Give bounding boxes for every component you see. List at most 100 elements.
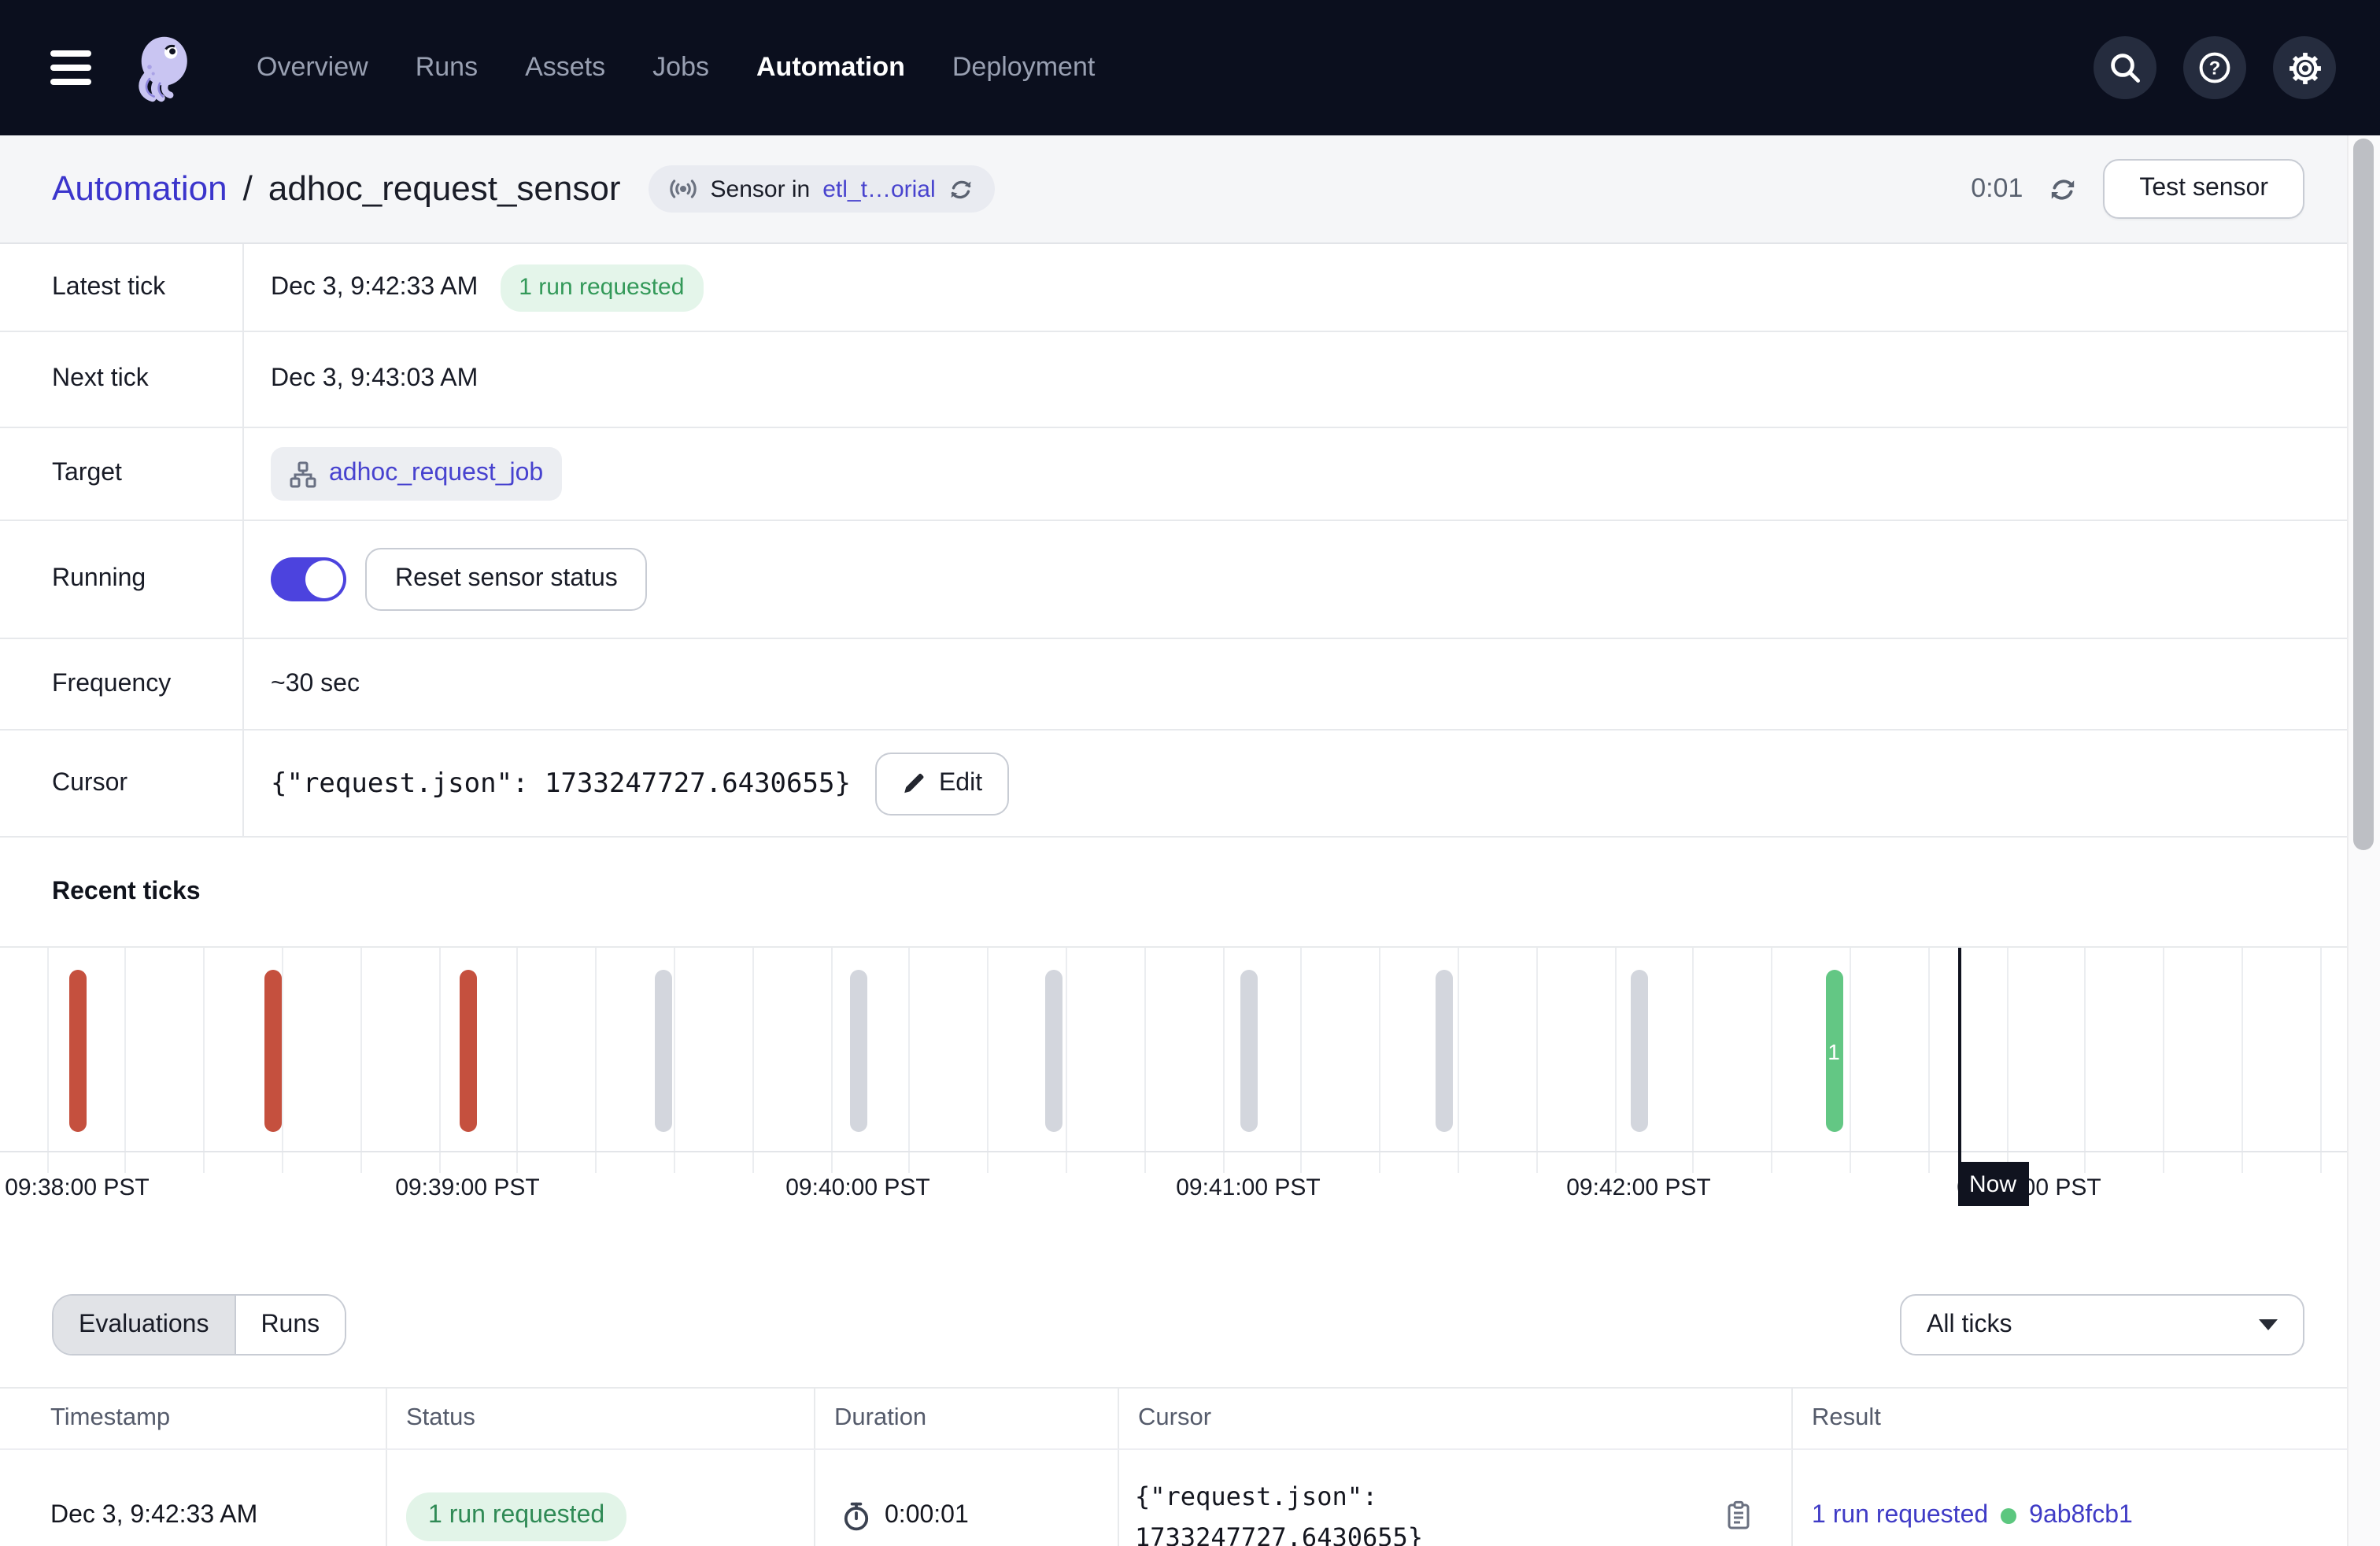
- gridline: [1614, 948, 1616, 1173]
- target-job-link[interactable]: adhoc_request_job: [329, 460, 544, 486]
- running-toggle[interactable]: [271, 557, 346, 601]
- gridline: [281, 948, 283, 1173]
- gridline: [1222, 948, 1224, 1173]
- test-sensor-button[interactable]: Test sensor: [2103, 159, 2304, 219]
- running-label: Running: [0, 521, 244, 638]
- tab-runs[interactable]: Runs: [234, 1296, 346, 1354]
- gridline: [595, 948, 597, 1173]
- refresh-countdown: 0:01: [1971, 173, 2023, 203]
- nav-item-jobs[interactable]: Jobs: [652, 52, 709, 82]
- column-header-timestamp: Timestamp: [0, 1389, 387, 1450]
- tick-bar-09:38:00-failed[interactable]: [68, 970, 86, 1132]
- chart-baseline: [0, 1151, 2380, 1152]
- tick-bar-09:40:00-skipped[interactable]: [849, 970, 867, 1132]
- gridline: [1536, 948, 1538, 1173]
- target-job-pill[interactable]: adhoc_request_job: [271, 447, 563, 501]
- evaluations-toolbar: Evaluations Runs All ticks: [0, 1294, 2380, 1356]
- tick-bar-09:41:30-skipped[interactable]: [1435, 970, 1452, 1132]
- gridline: [1692, 948, 1694, 1173]
- tick-bar-09:38:30-failed[interactable]: [264, 970, 281, 1132]
- search-icon: [2111, 54, 2140, 83]
- gridline: [124, 948, 127, 1173]
- row-status: 1 run requested: [387, 1450, 815, 1546]
- column-header-cursor: Cursor: [1119, 1389, 1793, 1450]
- detail-row-latest-tick: Latest tick Dec 3, 9:42:33 AM 1 run requ…: [0, 244, 2380, 332]
- axis-label: 09:38:00 PST: [5, 1174, 150, 1201]
- frequency-label: Frequency: [0, 639, 244, 729]
- help-button[interactable]: ?: [2183, 36, 2246, 99]
- column-header-status: Status: [387, 1389, 815, 1450]
- result-runs-link[interactable]: 1 run requested: [1812, 1502, 1989, 1529]
- latest-tick-value: Dec 3, 9:42:33 AM: [271, 273, 479, 300]
- refresh-icon[interactable]: [2048, 174, 2078, 204]
- menu-icon[interactable]: [50, 50, 91, 85]
- job-icon: [290, 460, 316, 487]
- breadcrumb-separator: /: [242, 168, 253, 208]
- gridline: [830, 948, 832, 1173]
- reload-location-icon[interactable]: [948, 176, 975, 202]
- gridline: [1771, 948, 1773, 1173]
- run-id-link[interactable]: 9ab8fcb1: [2029, 1502, 2133, 1529]
- tick-filter-value: All ticks: [1927, 1311, 2012, 1337]
- breadcrumb-automation-link[interactable]: Automation: [52, 168, 227, 208]
- nav-item-automation[interactable]: Automation: [756, 52, 905, 82]
- tick-bar-09:42:30-success[interactable]: 1: [1825, 970, 1842, 1132]
- dagster-logo[interactable]: [126, 32, 197, 103]
- cursor-label: Cursor: [0, 730, 244, 836]
- axis-label: 09:40:00 PST: [785, 1174, 930, 1201]
- status-badge: 1 run requested: [406, 1492, 627, 1540]
- nav-item-assets[interactable]: Assets: [525, 52, 606, 82]
- gear-icon: [2289, 52, 2320, 83]
- run-status-dot: [2001, 1508, 2017, 1524]
- reset-sensor-status-button[interactable]: Reset sensor status: [365, 548, 648, 611]
- search-button[interactable]: [2094, 36, 2156, 99]
- sensor-location-badge: Sensor in etl_t…orial: [649, 165, 996, 213]
- gridline: [1300, 948, 1303, 1173]
- now-marker-line: [1957, 948, 1961, 1162]
- svg-text:?: ?: [2209, 57, 2221, 79]
- recent-ticks-header: Recent ticks: [0, 838, 2380, 948]
- detail-row-cursor: Cursor {"request.json": 1733247727.64306…: [0, 730, 2380, 838]
- edit-cursor-button[interactable]: Edit: [875, 752, 1010, 815]
- breadcrumb: Automation / adhoc_request_sensor: [52, 168, 621, 209]
- tick-bar-09:40:30-skipped[interactable]: [1044, 970, 1062, 1132]
- gridline: [438, 948, 440, 1173]
- sensor-icon: [670, 179, 697, 198]
- nav-item-overview[interactable]: Overview: [257, 52, 368, 82]
- duration-value: 0:00:01: [885, 1502, 969, 1529]
- gridline: [2163, 948, 2165, 1173]
- column-header-duration: Duration: [815, 1389, 1119, 1450]
- view-segmented-control: Evaluations Runs: [52, 1294, 347, 1356]
- pencil-icon: [905, 773, 925, 793]
- gridline: [360, 948, 362, 1173]
- nav-item-deployment[interactable]: Deployment: [952, 52, 1096, 82]
- axis-label: 09:43:00 PST: [1957, 1174, 2101, 1201]
- row-cursor: {"request.json": 1733247727.6430655}: [1119, 1450, 1793, 1546]
- tick-bar-09:39:00-failed[interactable]: [459, 970, 476, 1132]
- detail-row-running: Running Reset sensor status: [0, 521, 2380, 639]
- code-location-link[interactable]: etl_t…orial: [822, 176, 936, 202]
- detail-row-frequency: Frequency ~30 sec: [0, 639, 2380, 730]
- tick-bar-09:39:30-skipped[interactable]: [654, 970, 671, 1132]
- nav-item-runs[interactable]: Runs: [415, 52, 479, 82]
- cursor-line-1: {"request.json":: [1135, 1481, 1378, 1511]
- gridline: [752, 948, 754, 1173]
- evaluations-table: Timestamp Status Duration Cursor Result …: [0, 1387, 2380, 1546]
- settings-button[interactable]: [2273, 36, 2336, 99]
- header-actions: 0:01 Test sensor: [1971, 159, 2304, 219]
- tab-evaluations[interactable]: Evaluations: [54, 1296, 235, 1354]
- edit-button-label: Edit: [938, 769, 983, 796]
- axis-label: 09:41:00 PST: [1176, 1174, 1321, 1201]
- gridline: [2319, 948, 2322, 1173]
- gridline: [2084, 948, 2086, 1173]
- row-duration: 0:00:01: [815, 1450, 1119, 1546]
- tick-filter-select[interactable]: All ticks: [1900, 1294, 2304, 1356]
- copy-cursor-button[interactable]: [1724, 1500, 1754, 1537]
- tick-bar-09:41:00-skipped[interactable]: [1240, 970, 1257, 1132]
- tick-bar-09:42:00-skipped[interactable]: [1630, 970, 1647, 1132]
- row-result: 1 run requested 9ab8fcb1: [1793, 1450, 2380, 1546]
- sensor-details: Latest tick Dec 3, 9:42:33 AM 1 run requ…: [0, 244, 2380, 838]
- now-marker-label: Now: [1957, 1162, 2028, 1206]
- scrollbar-thumb[interactable]: [2353, 139, 2374, 850]
